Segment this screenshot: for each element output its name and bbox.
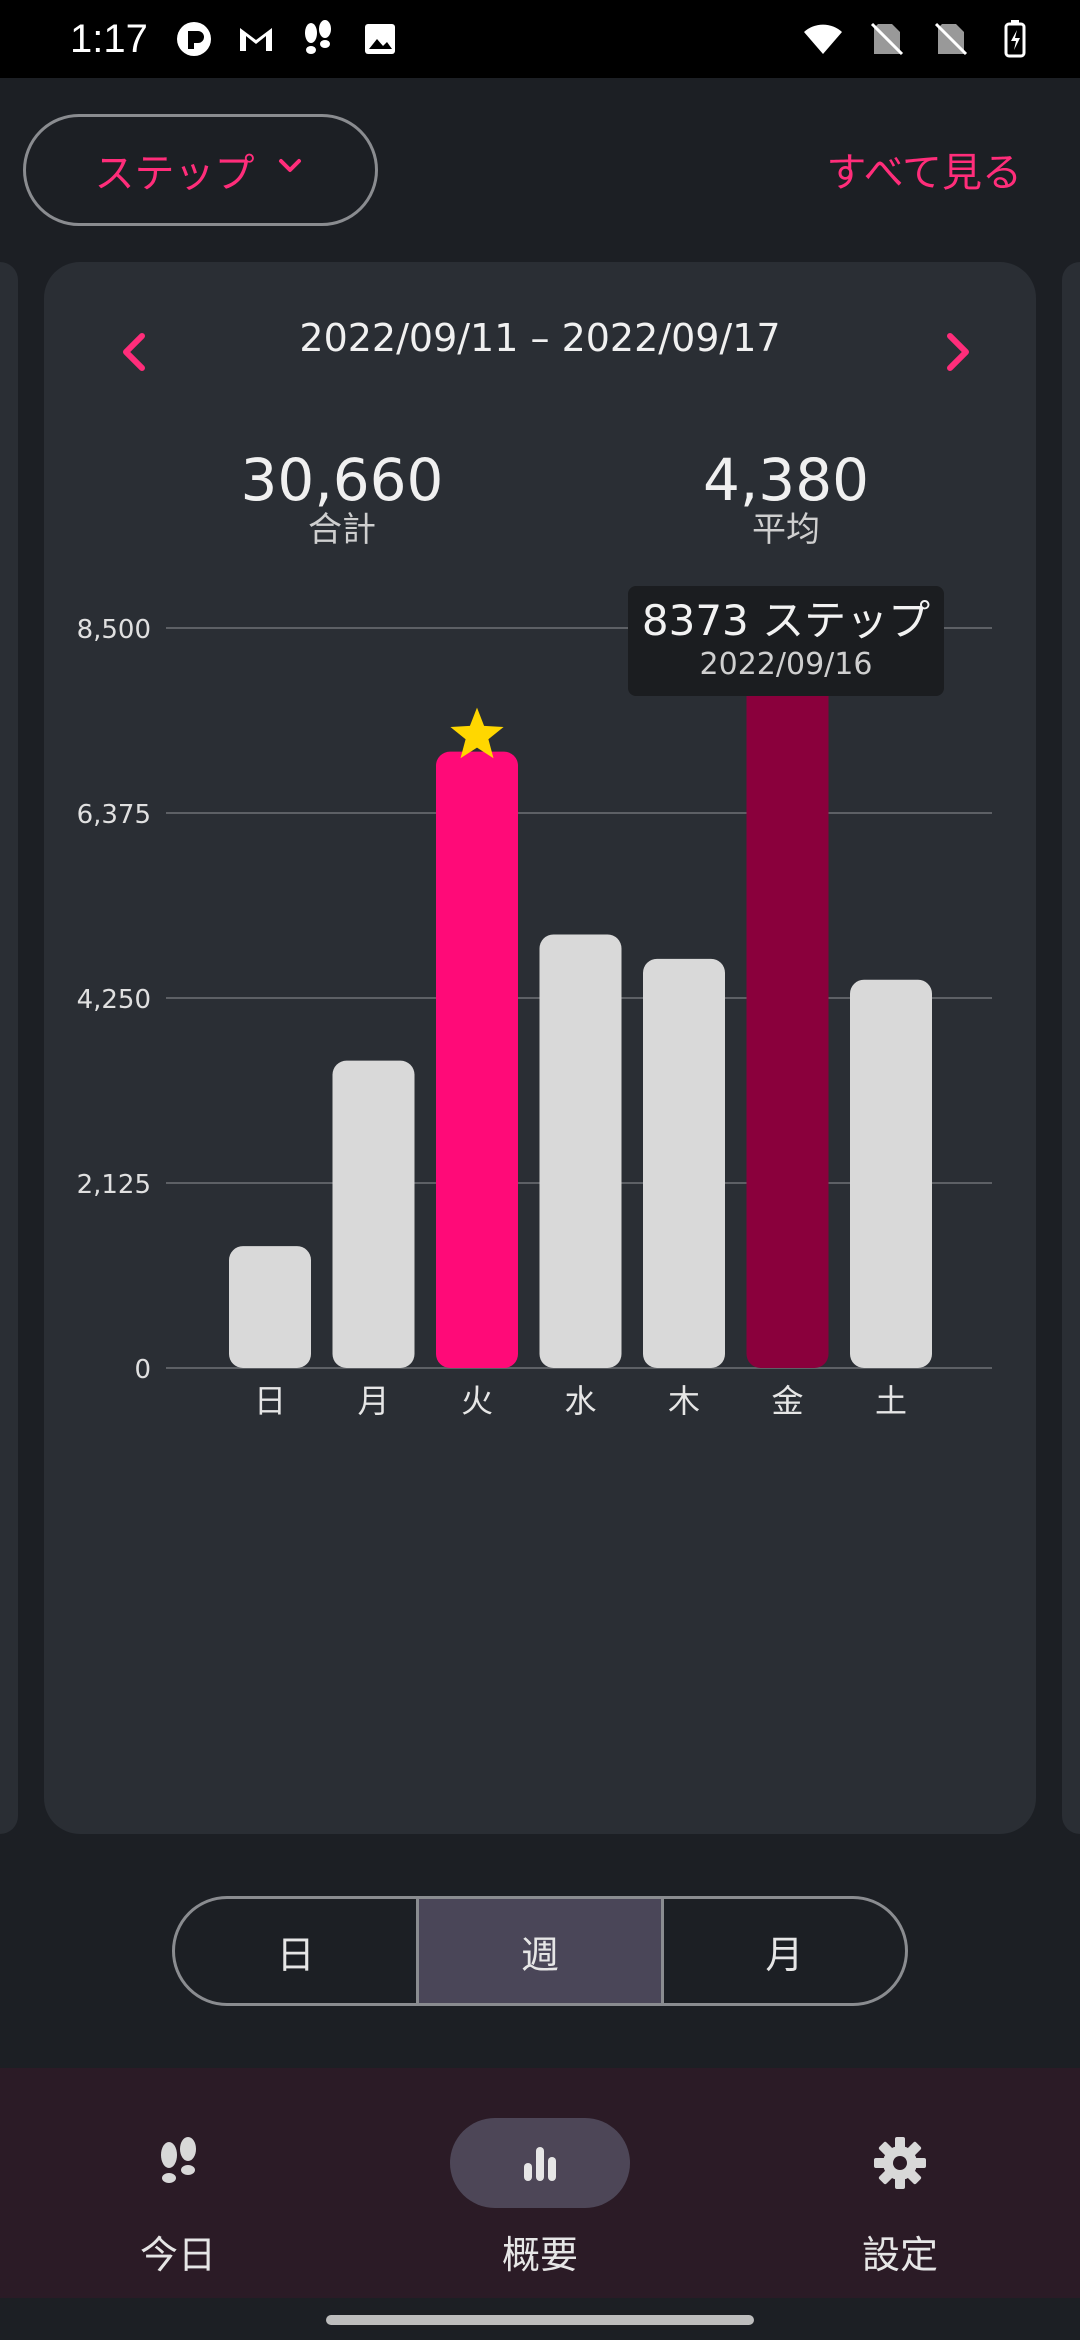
bar-2[interactable] bbox=[436, 751, 518, 1368]
see-all-link[interactable]: すべて見る bbox=[826, 150, 1022, 196]
bar-tooltip: 8373 ステップ 2022/09/16 bbox=[628, 586, 944, 696]
nav-overview[interactable]: 概要 bbox=[430, 2118, 650, 2279]
y-tick-label: 6,375 bbox=[77, 800, 151, 830]
no-sim-icon bbox=[866, 18, 908, 60]
battery-charging-icon bbox=[994, 18, 1036, 60]
x-tick-label: 木 bbox=[668, 1382, 700, 1420]
bar-0[interactable] bbox=[229, 1246, 311, 1368]
x-tick-label: 土 bbox=[875, 1382, 907, 1420]
nav-overview-label: 概要 bbox=[501, 2233, 578, 2277]
average-value: 4,380 bbox=[702, 446, 870, 514]
previous-week-button[interactable] bbox=[106, 322, 166, 382]
y-tick-label: 8,500 bbox=[77, 615, 151, 645]
nav-today[interactable]: 今日 bbox=[68, 2118, 288, 2279]
steps-bar-chart: 8,500 6,375 4,250 2,125 0 日 月 火 水 木 金 土 bbox=[77, 615, 992, 1420]
segment-day[interactable]: 日 bbox=[276, 1932, 315, 1977]
status-bar: 1:17 bbox=[0, 0, 1080, 78]
star-icon bbox=[450, 707, 504, 759]
chevron-down-icon bbox=[273, 147, 307, 193]
date-range: 2022/09/11 – 2022/09/17 bbox=[299, 316, 781, 360]
bar-5[interactable] bbox=[746, 639, 829, 1368]
weekly-steps-card: 2022/09/11 – 2022/09/17 30,660 合計 4,380 … bbox=[44, 262, 1036, 1834]
next-week-button[interactable] bbox=[926, 322, 986, 382]
tooltip-date: 2022/09/16 bbox=[699, 647, 873, 682]
gear-icon bbox=[874, 2137, 926, 2189]
x-tick-label: 水 bbox=[564, 1382, 596, 1420]
chevron-right-icon bbox=[947, 333, 969, 371]
nav-settings-label: 設定 bbox=[861, 2233, 938, 2277]
y-tick-label: 2,125 bbox=[77, 1170, 151, 1200]
gesture-handle[interactable] bbox=[326, 2315, 754, 2325]
x-tick-label: 日 bbox=[254, 1382, 286, 1420]
total-value: 30,660 bbox=[240, 446, 444, 514]
x-tick-label: 月 bbox=[357, 1382, 389, 1420]
average-stat: 4,380 平均 bbox=[636, 448, 936, 548]
app-icon bbox=[174, 19, 214, 59]
no-sim-icon bbox=[930, 18, 972, 60]
segment-week[interactable]: 週 bbox=[416, 1899, 661, 2003]
nav-settings[interactable]: 設定 bbox=[790, 2118, 1010, 2279]
metric-dropdown-label: ステップ bbox=[94, 151, 255, 197]
bottom-navigation: 今日 概要 設定 bbox=[0, 2068, 1080, 2298]
x-tick-label: 火 bbox=[461, 1382, 493, 1420]
segment-month[interactable]: 月 bbox=[660, 1899, 905, 2003]
next-card-peek[interactable] bbox=[1062, 262, 1080, 1834]
image-icon bbox=[360, 19, 400, 59]
total-stat: 30,660 合計 bbox=[192, 448, 492, 548]
chevron-left-icon bbox=[123, 333, 145, 371]
tooltip-value: 8373 ステップ bbox=[641, 596, 931, 645]
x-tick-label: 金 bbox=[771, 1382, 803, 1420]
y-tick-label: 0 bbox=[134, 1355, 151, 1385]
average-label: 平均 bbox=[752, 510, 820, 550]
gmail-icon bbox=[236, 19, 276, 59]
footsteps-icon bbox=[161, 2137, 196, 2183]
y-tick-label: 4,250 bbox=[77, 985, 151, 1015]
bar-chart-icon bbox=[524, 2147, 556, 2181]
metric-dropdown[interactable]: ステップ bbox=[23, 114, 378, 226]
period-segmented-control: 日 週 月 bbox=[172, 1896, 908, 2006]
bar-3[interactable] bbox=[539, 934, 622, 1368]
bar-1[interactable] bbox=[332, 1060, 415, 1368]
bar-4[interactable] bbox=[643, 958, 725, 1368]
wifi-icon bbox=[802, 18, 844, 60]
status-time: 1:17 bbox=[70, 16, 148, 61]
footsteps-icon bbox=[298, 19, 338, 59]
bar-6[interactable] bbox=[850, 979, 932, 1368]
total-label: 合計 bbox=[308, 510, 376, 550]
nav-today-label: 今日 bbox=[139, 2233, 216, 2277]
previous-card-peek[interactable] bbox=[0, 262, 18, 1834]
